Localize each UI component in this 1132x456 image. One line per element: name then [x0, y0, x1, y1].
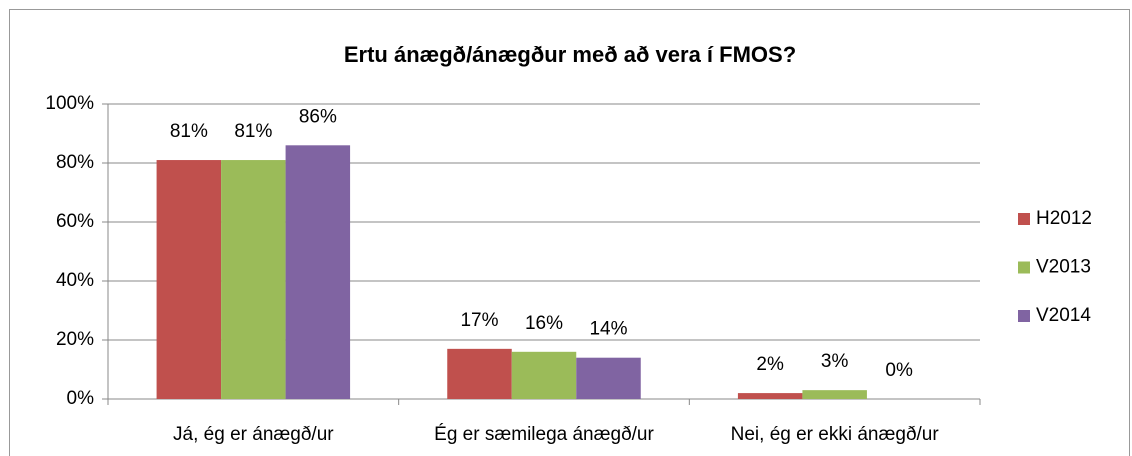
bar	[221, 160, 286, 399]
legend-swatch	[1018, 213, 1030, 225]
y-tick-label: 80%	[56, 152, 94, 173]
y-tick-label: 100%	[45, 93, 94, 114]
legend-swatch	[1018, 310, 1030, 322]
x-tick-label: Ég er sæmilega ánægð/ur	[434, 424, 654, 445]
bar	[285, 145, 351, 399]
bar	[156, 160, 222, 399]
y-tick-label: 20%	[56, 329, 94, 350]
bar	[576, 357, 641, 399]
legend-label: H2012	[1036, 208, 1092, 229]
x-tick-label: Nei, ég er ekki ánægð/ur	[731, 424, 940, 445]
data-label: 14%	[589, 319, 627, 340]
data-label: 3%	[821, 351, 849, 372]
legend-label: V2014	[1036, 305, 1091, 326]
data-label: 81%	[234, 121, 272, 142]
y-tick-label: 0%	[67, 388, 95, 409]
y-tick-label: 40%	[56, 270, 94, 291]
chart-title: Ertu ánægð/ánægður með að vera í FMOS?	[344, 42, 796, 67]
legend-label: V2013	[1036, 257, 1091, 278]
data-label: 16%	[525, 313, 563, 334]
data-label: 81%	[170, 121, 208, 142]
x-tick-label: Já, ég er ánægð/ur	[173, 424, 334, 445]
data-label: 17%	[460, 310, 498, 331]
bar	[737, 393, 803, 399]
bar	[511, 351, 577, 399]
data-label: 86%	[299, 106, 337, 127]
data-label: 0%	[885, 360, 913, 381]
bar	[447, 348, 512, 399]
bar	[802, 390, 867, 399]
legend-swatch	[1018, 261, 1030, 274]
y-tick-label: 60%	[56, 211, 94, 232]
data-label: 2%	[756, 354, 784, 375]
